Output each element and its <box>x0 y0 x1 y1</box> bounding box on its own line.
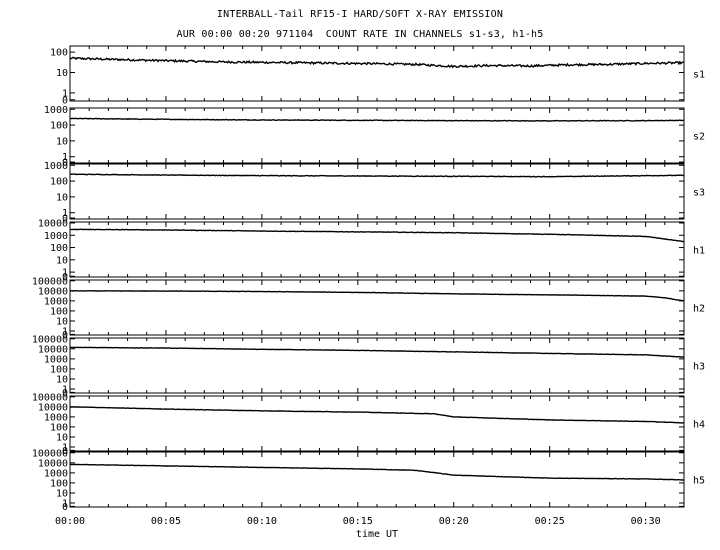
channel-label-s3: s3 <box>693 188 705 199</box>
y-tick-label-s2: 100 <box>50 121 68 132</box>
y-tick-label-h3: 100000 <box>32 334 68 345</box>
series-line-h3 <box>69 346 685 358</box>
panel-frame-h2 <box>69 279 685 336</box>
y-tick-label-h4: 100000 <box>32 392 68 403</box>
y-tick-label-h5: 100 <box>50 478 68 489</box>
y-tick-label-h4: 0 <box>62 446 68 457</box>
channel-label-s2: s2 <box>693 132 705 143</box>
y-tick-label-s1: 100 <box>50 48 68 59</box>
y-tick-label-h1: 10 <box>56 255 68 266</box>
y-tick-label-s3: 10 <box>56 192 68 203</box>
x-tick-label: 00:15 <box>343 516 373 527</box>
x-tick-label: 00:25 <box>535 516 565 527</box>
chart-title: INTERBALL-Tail RF15-I HARD/SOFT X-RAY EM… <box>216 9 504 20</box>
y-tick-label-s3: 0 <box>62 214 68 225</box>
y-tick-label-h5: 100000 <box>32 448 68 459</box>
y-tick-label-h5: 10000 <box>38 458 68 469</box>
y-tick-label-h4: 1 <box>62 443 68 454</box>
y-tick-label-h5: 1000 <box>44 468 68 479</box>
panel-frame-s3 <box>69 163 685 220</box>
channel-label-s1: s1 <box>693 70 705 81</box>
y-tick-label-h3: 100 <box>50 364 68 375</box>
channel-label-h3: h3 <box>693 362 705 373</box>
y-tick-label-h2: 1 <box>62 327 68 338</box>
y-tick-label-s1: 10 <box>56 68 68 79</box>
series-line-h1 <box>69 228 685 243</box>
channel-label-h2: h2 <box>693 304 705 315</box>
y-tick-label-h5: 1 <box>62 499 68 510</box>
y-tick-label-h3: 1 <box>62 385 68 396</box>
panel-frame-s1 <box>69 45 685 102</box>
channel-label-h1: h1 <box>693 246 705 257</box>
y-tick-label-h4: 10 <box>56 432 68 443</box>
y-tick-label-s2: 1 <box>62 152 68 163</box>
y-tick-label-s3: 1 <box>62 208 68 219</box>
y-tick-label-s2: 1000 <box>44 105 68 116</box>
y-tick-label-s2: 0 <box>62 158 68 169</box>
y-tick-label-h4: 100 <box>50 422 68 433</box>
y-tick-label-h1: 1000 <box>44 231 68 242</box>
y-tick-label-s3: 1000 <box>44 161 68 172</box>
y-tick-label-h1: 1 <box>62 268 68 279</box>
y-tick-label-h5: 0 <box>62 502 68 513</box>
series-line-s1 <box>69 56 685 69</box>
x-tick-label: 00:05 <box>151 516 181 527</box>
y-tick-label-h2: 100000 <box>32 276 68 287</box>
chart-subtitle: AUR 00:00 00:20 971104 COUNT RATE IN CHA… <box>176 29 544 40</box>
x-tick-label: 00:20 <box>439 516 469 527</box>
series-line-s3 <box>69 173 685 178</box>
panel-frame-h3 <box>69 337 685 394</box>
x-tick-label: 00:00 <box>55 516 85 527</box>
y-tick-label-h4: 1000 <box>44 412 68 423</box>
panel-frame-s2 <box>69 107 685 164</box>
y-tick-label-h5: 10 <box>56 488 68 499</box>
series-line-h5 <box>69 463 684 481</box>
y-tick-label-h2: 10 <box>56 316 68 327</box>
y-tick-label-h2: 0 <box>62 330 68 341</box>
y-tick-label-s2: 10 <box>56 136 68 147</box>
y-tick-label-s1: 1 <box>62 88 68 99</box>
y-tick-label-h3: 10000 <box>38 344 68 355</box>
series-line-h4 <box>69 406 685 424</box>
x-tick-label: 00:30 <box>631 516 661 527</box>
series-line-s2 <box>69 117 685 122</box>
channel-label-h5: h5 <box>693 476 705 487</box>
y-tick-label-h2: 1000 <box>44 296 68 307</box>
y-tick-label-h1: 0 <box>62 272 68 283</box>
y-tick-label-h1: 100 <box>50 243 68 254</box>
panel-frame-h4 <box>69 395 685 452</box>
y-tick-label-h3: 10 <box>56 374 68 385</box>
y-tick-label-s3: 100 <box>50 177 68 188</box>
y-tick-label-h3: 0 <box>62 388 68 399</box>
series-line-h2 <box>69 289 684 302</box>
panel-frame-h5 <box>69 451 685 508</box>
x-tick-label: 00:10 <box>247 516 277 527</box>
y-tick-label-h4: 10000 <box>38 402 68 413</box>
y-tick-label-h3: 1000 <box>44 354 68 365</box>
y-tick-label-h1: 10000 <box>38 218 68 229</box>
channel-label-h4: h4 <box>693 420 705 431</box>
x-axis-label: time UT <box>356 529 398 540</box>
y-tick-label-h2: 100 <box>50 306 68 317</box>
y-tick-label-h2: 10000 <box>38 286 68 297</box>
y-tick-label-s1: 0 <box>62 95 68 106</box>
